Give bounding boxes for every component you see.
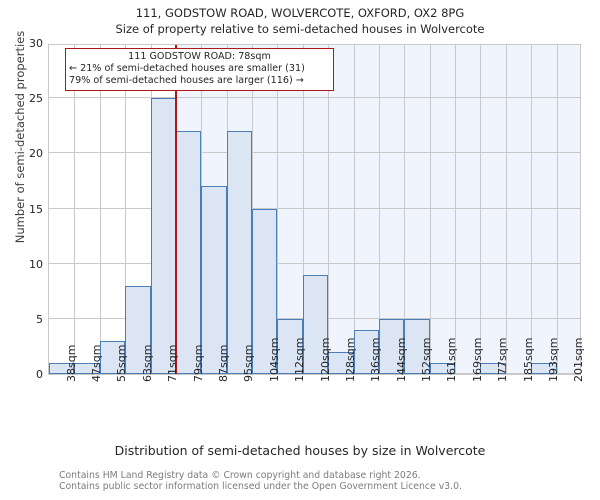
plot-area <box>48 44 581 375</box>
bar <box>328 351 354 374</box>
x-tick-label: 87sqm <box>216 344 230 382</box>
y-tick-label: 25 <box>29 92 43 106</box>
bar <box>74 362 100 374</box>
x-tick-label: 55sqm <box>115 344 129 382</box>
bar <box>175 131 202 374</box>
gridline-horizontal <box>49 262 580 264</box>
x-axis-label: Distribution of semi-detached houses by … <box>114 443 486 458</box>
page-title: 111, GODSTOW ROAD, WOLVERCOTE, OXFORD, O… <box>135 6 465 20</box>
x-tick-label: 71sqm <box>166 344 180 382</box>
bar <box>353 329 379 374</box>
bar <box>49 362 75 374</box>
bar <box>201 186 227 374</box>
bar <box>99 340 126 374</box>
bar <box>429 362 456 374</box>
x-tick-label: 185sqm <box>521 337 535 382</box>
gridline-horizontal <box>49 152 580 154</box>
chart-subtitle: Size of property relative to semi-detach… <box>115 22 485 36</box>
annotation-larger-pct: 79% of semi-detached houses are larger (… <box>69 75 304 86</box>
property-marker-line <box>174 45 177 374</box>
title-block: 111, GODSTOW ROAD, WOLVERCOTE, OXFORD, O… <box>0 5 600 38</box>
x-tick-label: 95sqm <box>242 344 256 382</box>
x-tick-label: 47sqm <box>90 344 104 382</box>
gridline-vertical <box>556 45 558 374</box>
y-axis-label: Number of semi-detached properties <box>13 30 27 244</box>
gridline-vertical <box>302 45 304 374</box>
x-tick-label: 38sqm <box>64 344 78 382</box>
x-tick-label: 177sqm <box>496 337 510 382</box>
y-tick-label: 10 <box>29 257 43 271</box>
annotation-property-size: 111 GODSTOW ROAD: 78sqm <box>128 51 271 62</box>
gridline-vertical <box>353 45 355 374</box>
gridline-vertical <box>378 45 380 374</box>
footer-line-1: Contains HM Land Registry data © Crown c… <box>59 470 421 481</box>
x-tick-label: 161sqm <box>445 337 459 382</box>
gridline-vertical <box>277 45 279 374</box>
gridline-vertical <box>99 45 101 374</box>
bar <box>378 318 405 374</box>
gridline-vertical <box>74 45 76 374</box>
x-tick-label: 104sqm <box>267 337 281 382</box>
gridline-vertical <box>404 45 406 374</box>
y-tick-label: 0 <box>36 368 43 381</box>
x-tick-label: 128sqm <box>343 337 357 382</box>
property-annotation-box: 111 GODSTOW ROAD: 78sqm ← 21% of semi-de… <box>65 48 334 91</box>
x-tick-label: 201sqm <box>572 337 586 382</box>
bar <box>480 362 506 374</box>
y-tick-label: 15 <box>29 202 43 216</box>
y-tick-label: 30 <box>29 37 43 50</box>
gridline-vertical <box>125 45 127 374</box>
gridline-vertical <box>531 45 533 374</box>
gridline-vertical <box>328 45 330 374</box>
bar <box>150 98 176 374</box>
bar <box>252 208 278 374</box>
x-tick-label: 144sqm <box>394 337 408 382</box>
gridline-horizontal <box>49 97 580 99</box>
x-tick-label: 169sqm <box>470 337 484 382</box>
gridline-vertical <box>505 45 507 374</box>
footer: Contains HM Land Registry data © Crown c… <box>59 470 589 492</box>
gridline-vertical <box>480 45 482 374</box>
x-tick-label: 79sqm <box>191 344 205 382</box>
bar <box>277 318 303 374</box>
footer-line-2: Contains public sector information licen… <box>59 481 462 492</box>
y-tick-label: 20 <box>29 147 43 161</box>
x-tick-label: 136sqm <box>369 337 383 382</box>
y-tick-label: 5 <box>36 312 43 326</box>
x-tick-label: 120sqm <box>318 337 332 382</box>
bar <box>302 274 329 374</box>
gridline-vertical <box>455 45 457 374</box>
x-tick-label: 63sqm <box>140 344 154 382</box>
gridline-vertical <box>429 45 431 374</box>
x-tick-label: 152sqm <box>420 337 434 382</box>
x-tick-label: 112sqm <box>293 337 307 382</box>
x-tick-label: 193sqm <box>546 337 560 382</box>
bar <box>404 318 430 374</box>
bar <box>531 362 557 374</box>
annotation-smaller-pct: ← 21% of semi-detached houses are smalle… <box>69 63 305 74</box>
bar <box>125 285 151 374</box>
bar <box>226 131 253 374</box>
gridline-horizontal <box>49 207 580 209</box>
